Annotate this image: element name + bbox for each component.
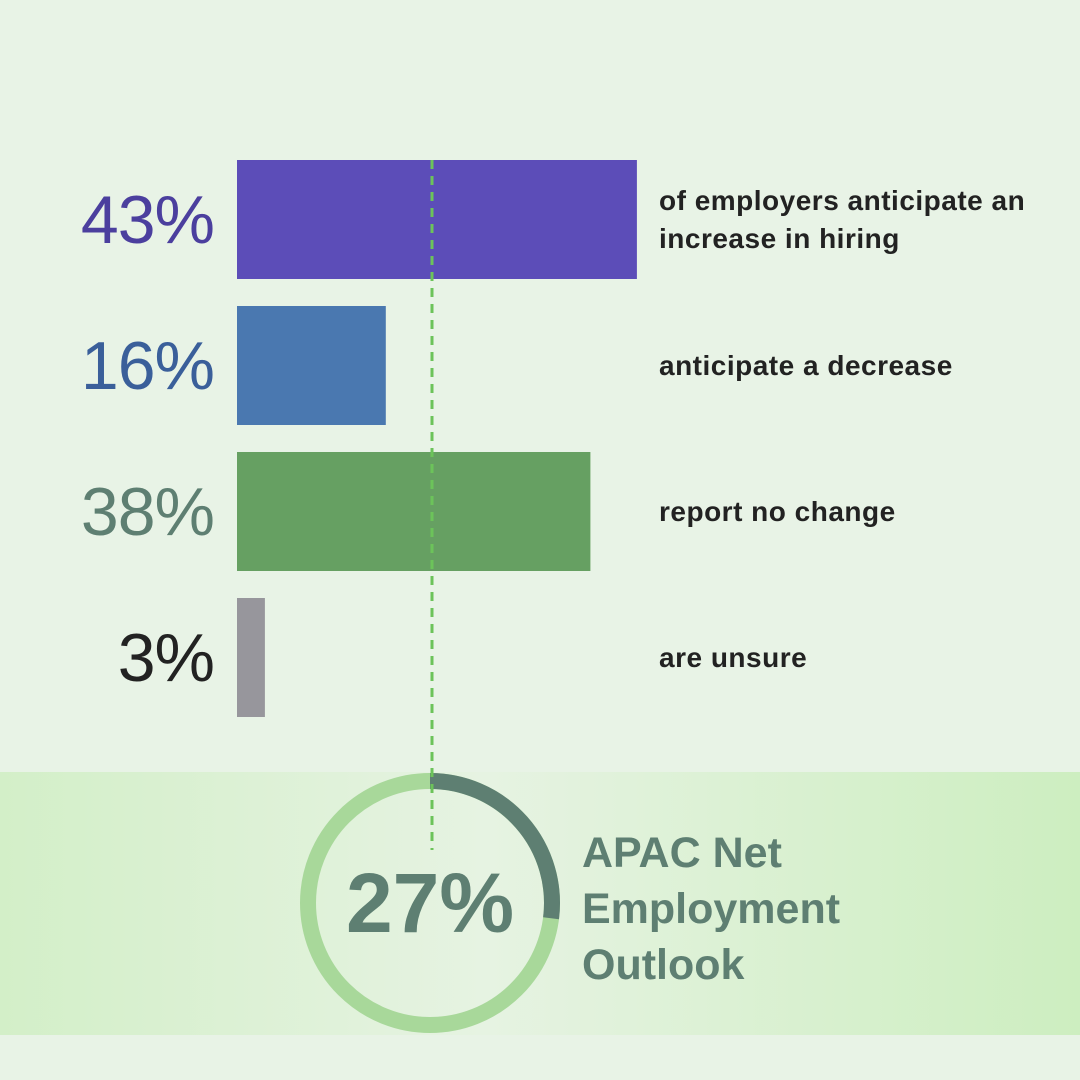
bar [237, 452, 591, 571]
gauge-title: APAC Net Employment Outlook [582, 829, 841, 989]
gauge-band [0, 772, 1080, 1035]
gauge [300, 773, 560, 1033]
value-label: 38% [80, 473, 215, 550]
category-label: report no change [659, 495, 896, 527]
bar [237, 160, 637, 279]
value-label: 16% [80, 327, 215, 404]
bar-group [237, 160, 637, 717]
value-label: 3% [117, 619, 215, 696]
gauge-arc [429, 773, 560, 920]
category-label: anticipate a decrease [659, 349, 953, 381]
bar [237, 306, 386, 425]
value-label: 43% [80, 181, 215, 258]
gauge-value-label: 27% [345, 856, 515, 950]
category-label: are unsure [659, 641, 808, 673]
bar [237, 598, 265, 717]
category-label: of employers anticipate an increase in h… [659, 184, 1026, 254]
